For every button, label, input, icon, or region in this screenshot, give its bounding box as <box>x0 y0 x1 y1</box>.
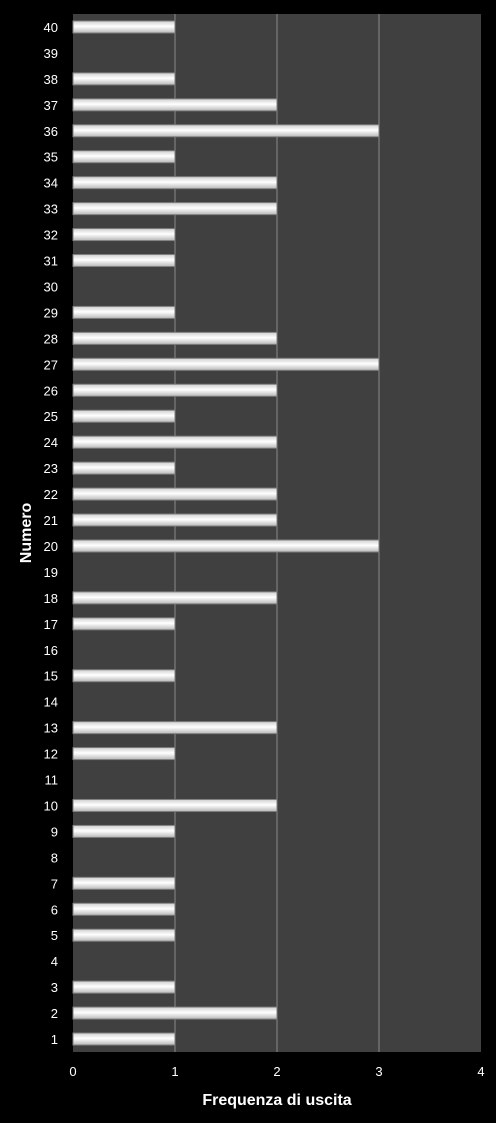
y-tick-label-31: 31 <box>44 254 58 269</box>
y-tick-label-16: 16 <box>44 643 58 658</box>
bar-31 <box>72 254 176 268</box>
bar-28 <box>72 331 278 345</box>
y-tick-label-33: 33 <box>44 202 58 217</box>
y-tick-label-15: 15 <box>44 669 58 684</box>
bar-17 <box>72 617 176 631</box>
x-tick-label-1: 1 <box>171 1064 178 1079</box>
y-tick-label-10: 10 <box>44 798 58 813</box>
y-tick-label-28: 28 <box>44 331 58 346</box>
y-tick-label-24: 24 <box>44 435 58 450</box>
y-tick-label-5: 5 <box>51 928 58 943</box>
bar-29 <box>72 305 176 319</box>
bar-34 <box>72 176 278 190</box>
y-tick-label-35: 35 <box>44 150 58 165</box>
bar-10 <box>72 798 278 812</box>
y-tick-label-23: 23 <box>44 461 58 476</box>
y-tick-label-1: 1 <box>51 1032 58 1047</box>
y-tick-label-3: 3 <box>51 980 58 995</box>
y-tick-label-7: 7 <box>51 876 58 891</box>
bar-1 <box>72 1032 176 1046</box>
x-tick-labels: 0 1 2 3 4 <box>69 1064 484 1079</box>
y-tick-label-26: 26 <box>44 383 58 398</box>
y-tick-label-17: 17 <box>44 617 58 632</box>
y-tick-label-11: 11 <box>45 773 59 788</box>
y-tick-label-8: 8 <box>51 850 58 865</box>
bar-21 <box>72 513 278 527</box>
y-tick-label-22: 22 <box>44 487 58 502</box>
bar-5 <box>72 928 176 942</box>
bar-12 <box>72 747 176 761</box>
y-tick-label-27: 27 <box>44 357 58 372</box>
bar-32 <box>72 228 176 242</box>
y-tick-label-19: 19 <box>44 565 58 580</box>
bar-22 <box>72 487 278 501</box>
bar-40 <box>72 20 176 34</box>
bar-25 <box>72 409 176 423</box>
y-tick-label-38: 38 <box>44 72 58 87</box>
bar-3 <box>72 980 176 994</box>
bar-26 <box>72 383 278 397</box>
y-tick-label-13: 13 <box>44 721 58 736</box>
y-tick-label-39: 39 <box>44 46 58 61</box>
bar-23 <box>72 461 176 475</box>
bar-15 <box>72 669 176 683</box>
bar-24 <box>72 435 278 449</box>
bar-33 <box>72 202 278 216</box>
y-tick-label-34: 34 <box>44 176 58 191</box>
bar-18 <box>72 591 278 605</box>
y-tick-label-37: 37 <box>44 98 58 113</box>
y-tick-label-20: 20 <box>44 539 58 554</box>
y-tick-label-32: 32 <box>44 228 58 243</box>
bar-2 <box>72 1006 278 1020</box>
y-tick-label-29: 29 <box>44 305 58 320</box>
y-tick-label-6: 6 <box>51 902 58 917</box>
y-tick-label-25: 25 <box>44 409 58 424</box>
x-tick-label-4: 4 <box>477 1064 484 1079</box>
bar-36 <box>72 124 380 138</box>
bar-6 <box>72 902 176 916</box>
y-tick-label-9: 9 <box>51 824 58 839</box>
bar-38 <box>72 72 176 86</box>
y-tick-label-36: 36 <box>44 124 58 139</box>
x-axis-title: Frequenza di uscita <box>202 1092 351 1109</box>
y-tick-label-12: 12 <box>44 747 58 762</box>
x-tick-label-0: 0 <box>69 1064 76 1079</box>
x-tick-label-2: 2 <box>273 1064 280 1079</box>
y-tick-label-18: 18 <box>44 591 58 606</box>
x-tick-label-3: 3 <box>375 1064 382 1079</box>
y-tick-label-40: 40 <box>44 20 58 35</box>
bar-27 <box>72 357 380 371</box>
bar-37 <box>72 98 278 112</box>
bars <box>72 20 380 1046</box>
bar-13 <box>72 721 278 735</box>
y-axis-title: Numero <box>18 503 35 564</box>
bar-9 <box>72 824 176 838</box>
y-tick-label-4: 4 <box>51 954 58 969</box>
y-tick-label-30: 30 <box>44 279 58 294</box>
y-tick-label-2: 2 <box>51 1006 58 1021</box>
bar-7 <box>72 876 176 890</box>
bar-35 <box>72 150 176 164</box>
y-tick-label-21: 21 <box>44 513 58 528</box>
y-tick-labels: 1234567891011121314151617181920212223242… <box>44 20 58 1047</box>
y-tick-label-14: 14 <box>44 695 58 710</box>
bar-20 <box>72 539 380 553</box>
